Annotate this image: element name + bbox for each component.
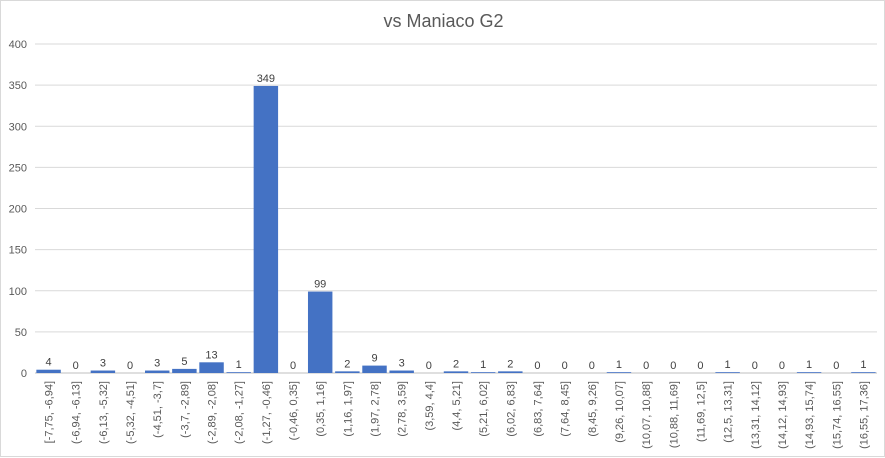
data-label: 9 — [371, 353, 377, 365]
bar[interactable] — [199, 362, 224, 373]
data-label: 5 — [181, 356, 187, 368]
x-tick-label: (-6,13, -5,32] — [98, 381, 110, 444]
bar[interactable] — [172, 368, 197, 373]
bar[interactable] — [470, 372, 496, 373]
x-tick-label: (12,5, 13,31] — [723, 381, 735, 443]
data-label: 0 — [752, 360, 758, 372]
y-tick-label: 350 — [9, 80, 27, 92]
x-tick-label: (1,16, 1,97] — [342, 381, 354, 437]
data-label: 0 — [127, 360, 133, 372]
bar[interactable] — [851, 372, 876, 373]
x-tick-label: (11,69, 12,5] — [695, 381, 707, 442]
data-label: 0 — [670, 360, 676, 372]
data-label: 1 — [236, 359, 242, 371]
data-label: 4 — [46, 357, 52, 369]
data-label: 3 — [399, 358, 405, 370]
data-label: 99 — [314, 279, 326, 291]
data-label: 0 — [697, 360, 703, 372]
x-tick-label: (14,93, 15,74] — [804, 381, 816, 449]
data-label: 2 — [453, 358, 459, 370]
x-tick-label: (10,07, 10,88] — [641, 381, 653, 449]
chart-title: vs Maniaco G2 — [383, 11, 504, 31]
data-label: 0 — [589, 360, 595, 372]
y-tick-label: 150 — [9, 245, 27, 257]
x-tick-label: (16,55, 17,36] — [858, 381, 870, 449]
data-label: 1 — [616, 359, 622, 371]
bar[interactable] — [796, 372, 822, 373]
data-label: 0 — [779, 360, 785, 372]
x-tick-label: (3,59, 4,4] — [424, 381, 436, 431]
bar[interactable] — [389, 370, 414, 373]
bar[interactable] — [335, 371, 360, 373]
bar[interactable] — [307, 291, 333, 373]
data-label: 1 — [860, 359, 866, 371]
x-tick-label: (7,64, 8,45] — [560, 381, 572, 437]
x-tick-label: (-3,7, -2,89] — [179, 381, 191, 438]
x-tick-label: (14,12, 14,93] — [777, 381, 789, 449]
x-tick-label: (-1,27, -0,46] — [261, 381, 273, 444]
y-tick-label: 100 — [9, 286, 27, 298]
x-tick-label: (4,4, 5,21] — [451, 381, 463, 431]
data-label: 3 — [100, 358, 106, 370]
x-tick-label: (13,31, 14,12] — [750, 381, 762, 449]
bar[interactable] — [253, 85, 279, 373]
data-label: 349 — [257, 73, 275, 85]
data-label: 2 — [507, 358, 513, 370]
data-label: 0 — [562, 360, 568, 372]
x-tick-label: (-4,51, -3,7] — [152, 381, 164, 438]
x-tick-label: (6,02, 6,83] — [505, 381, 517, 437]
data-label: 3 — [154, 358, 160, 370]
x-tick-label: (0,35, 1,16] — [315, 381, 327, 437]
x-tick-label: (-2,08, -1,27] — [234, 381, 246, 444]
data-label: 0 — [643, 360, 649, 372]
data-label: 2 — [344, 358, 350, 370]
bar[interactable] — [498, 371, 523, 373]
y-tick-label: 50 — [15, 327, 27, 339]
x-tick-label: (2,78, 3,59] — [397, 381, 409, 437]
bar[interactable] — [362, 365, 387, 373]
bar[interactable] — [90, 370, 116, 373]
data-label: 0 — [73, 360, 79, 372]
x-tick-label: (6,83, 7,64] — [532, 381, 544, 437]
data-label: 1 — [806, 359, 812, 371]
x-tick-label: (10,88, 11,69] — [668, 381, 680, 448]
data-label: 1 — [725, 359, 731, 371]
x-tick-label: (1,97, 2,78] — [370, 381, 382, 437]
y-tick-label: 250 — [9, 162, 27, 174]
x-tick-label: [-7,75, -6,94] — [44, 381, 56, 443]
bar[interactable] — [145, 370, 170, 373]
x-tick-label: (5,21, 6,02] — [478, 381, 490, 437]
x-tick-label: (9,26, 10,07] — [614, 381, 626, 443]
data-label: 13 — [205, 349, 217, 361]
x-tick-label: (-6,94, -6,13] — [71, 381, 83, 444]
data-label: 0 — [290, 360, 296, 372]
x-tick-label: (-5,32, -4,51] — [125, 381, 137, 444]
bar[interactable] — [226, 372, 251, 373]
data-label: 0 — [426, 360, 432, 372]
data-label: 0 — [534, 360, 540, 372]
x-tick-label: (8,45, 9,26] — [587, 381, 599, 437]
bar[interactable] — [36, 369, 61, 373]
y-tick-label: 300 — [9, 121, 27, 133]
data-label: 1 — [480, 359, 486, 371]
y-tick-label: 200 — [9, 204, 27, 216]
y-tick-label: 400 — [9, 39, 27, 51]
x-tick-label: (-2,89, -2,08] — [207, 381, 219, 444]
bar[interactable] — [606, 372, 632, 373]
data-label: 0 — [833, 360, 839, 372]
bar[interactable] — [443, 371, 469, 373]
bar[interactable] — [715, 372, 740, 373]
y-tick-label: 0 — [21, 368, 27, 380]
x-tick-label: (-0,46, 0,35] — [288, 381, 300, 440]
x-tick-label: (15,74, 16,55] — [831, 381, 843, 449]
